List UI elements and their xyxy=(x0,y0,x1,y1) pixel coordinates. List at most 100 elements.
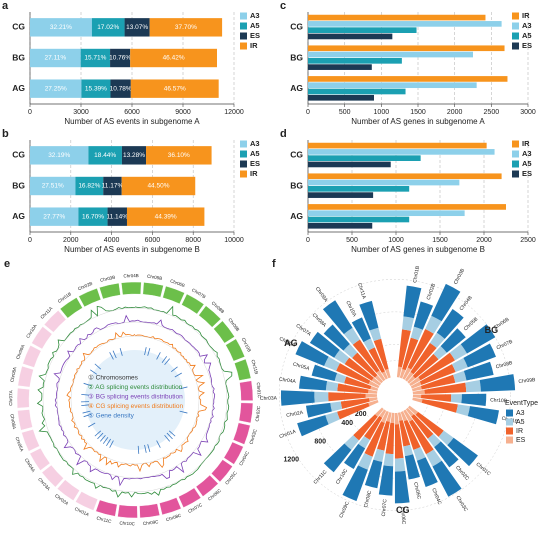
y-tick-label: BG xyxy=(12,52,25,62)
bar-segment xyxy=(30,79,82,98)
bar-segment xyxy=(126,207,205,226)
chromosome-segment xyxy=(162,285,185,305)
category-label: Chr04B xyxy=(459,294,475,312)
x-tick-label: 12000 xyxy=(224,109,244,116)
bar-segment xyxy=(390,412,395,424)
value-label: 13.07% xyxy=(126,24,148,31)
bar xyxy=(308,58,402,64)
bar-segment xyxy=(352,352,378,378)
legend-label: A3 xyxy=(522,149,532,158)
chromosome-segment xyxy=(29,447,51,471)
chromosome-segment xyxy=(99,282,121,300)
chromosome-segment xyxy=(223,441,244,465)
bar-segment xyxy=(146,146,212,165)
legend-swatch xyxy=(512,170,519,178)
chromosome-label: Chr11B xyxy=(250,359,259,375)
legend-label: A5 xyxy=(522,31,532,40)
bar-segment xyxy=(373,448,385,462)
chromosome-segment xyxy=(78,288,102,308)
category-label: Chr10C xyxy=(335,468,350,486)
bar-segment xyxy=(412,389,425,395)
chromosome-label: Chr10C xyxy=(119,520,136,526)
y-tick-label: AG xyxy=(290,83,303,93)
bar-segment xyxy=(431,283,461,322)
bar-segment xyxy=(364,459,383,489)
category-label: Chr08C xyxy=(363,490,373,509)
bar xyxy=(308,155,421,161)
bar-segment xyxy=(311,364,338,382)
gene-density-tick xyxy=(156,440,161,448)
legend-label: ES xyxy=(516,437,526,444)
bar-segment xyxy=(353,414,378,441)
bar-segment xyxy=(130,48,217,68)
x-tick-label: 2000 xyxy=(447,109,463,116)
bar-segment xyxy=(368,389,378,394)
gene-density-tick xyxy=(174,372,182,378)
value-label: 27.51% xyxy=(42,183,64,190)
value-label: 13.28% xyxy=(123,152,145,159)
bar-segment xyxy=(412,353,439,379)
bar-segment xyxy=(456,404,470,417)
chromosome-label: Chr05B xyxy=(147,274,163,281)
bar-segment xyxy=(379,409,387,418)
chromosome-segment xyxy=(22,345,42,368)
x-tick-label: 2500 xyxy=(520,237,536,244)
x-tick-label: 500 xyxy=(339,109,351,116)
bar-segment xyxy=(409,419,434,455)
value-label: 11.14% xyxy=(106,213,128,220)
bar-segment xyxy=(364,421,385,457)
bar-segment xyxy=(378,465,394,496)
chromosome-segment xyxy=(121,281,142,295)
bar-segment xyxy=(343,327,360,345)
x-axis-title: Number of AS events in subgenome B xyxy=(64,245,200,254)
bar-segment xyxy=(386,412,392,422)
bar xyxy=(308,216,410,223)
r-tick-label: 800 xyxy=(314,438,326,445)
chromosome-segment xyxy=(17,365,34,388)
bar xyxy=(308,76,508,82)
x-axis-title: Number of AS genes in subgenome B xyxy=(351,245,485,254)
bar-segment xyxy=(30,207,79,226)
panel-label: b xyxy=(2,128,9,140)
bar xyxy=(308,33,393,40)
bar-segment xyxy=(433,346,447,360)
bar-segment xyxy=(103,176,122,196)
chromosome-segment xyxy=(16,387,30,409)
bar-segment xyxy=(403,409,413,422)
x-tick-label: 1000 xyxy=(374,109,390,116)
category-label: Chr11A xyxy=(356,282,367,300)
bar-segment xyxy=(325,411,340,425)
legend-swatch xyxy=(240,160,247,168)
gene-density-ring xyxy=(85,350,185,450)
group-label: AG xyxy=(284,338,298,348)
bar-segment xyxy=(447,437,478,467)
chromosome-label: Chr03C xyxy=(248,428,258,445)
x-tick-label: 0 xyxy=(306,237,310,244)
legend-swatch xyxy=(240,32,247,40)
bar-segment xyxy=(334,349,350,365)
x-axis-title: Number of AS events in subgenome A xyxy=(64,117,200,126)
gene-density-tick xyxy=(144,444,147,453)
bar-segment xyxy=(130,79,219,98)
bar-segment xyxy=(397,412,403,421)
gene-density-tick xyxy=(119,347,123,356)
gene-density-tick xyxy=(81,393,90,396)
legend-label: A5 xyxy=(250,149,260,158)
category-label: Chr09A xyxy=(314,286,329,304)
bar xyxy=(308,186,410,192)
bar-segment xyxy=(463,361,494,381)
category-label: Chr04C xyxy=(430,487,442,506)
chromosome-segment xyxy=(211,459,233,483)
bar-segment xyxy=(343,344,358,359)
chromosome-segment xyxy=(142,282,164,298)
chromosome-label: Chr10B xyxy=(241,337,252,353)
legend-swatch xyxy=(512,140,519,148)
chromosome-segment xyxy=(56,479,80,501)
bar-segment xyxy=(436,309,464,339)
y-tick-label: BG xyxy=(290,52,303,62)
gene-density-tick xyxy=(97,432,104,440)
chromosome-segment xyxy=(238,402,254,424)
value-label: 16.82% xyxy=(78,183,100,190)
value-label: 27.25% xyxy=(45,85,67,92)
category-label: Chr09B xyxy=(518,377,536,385)
